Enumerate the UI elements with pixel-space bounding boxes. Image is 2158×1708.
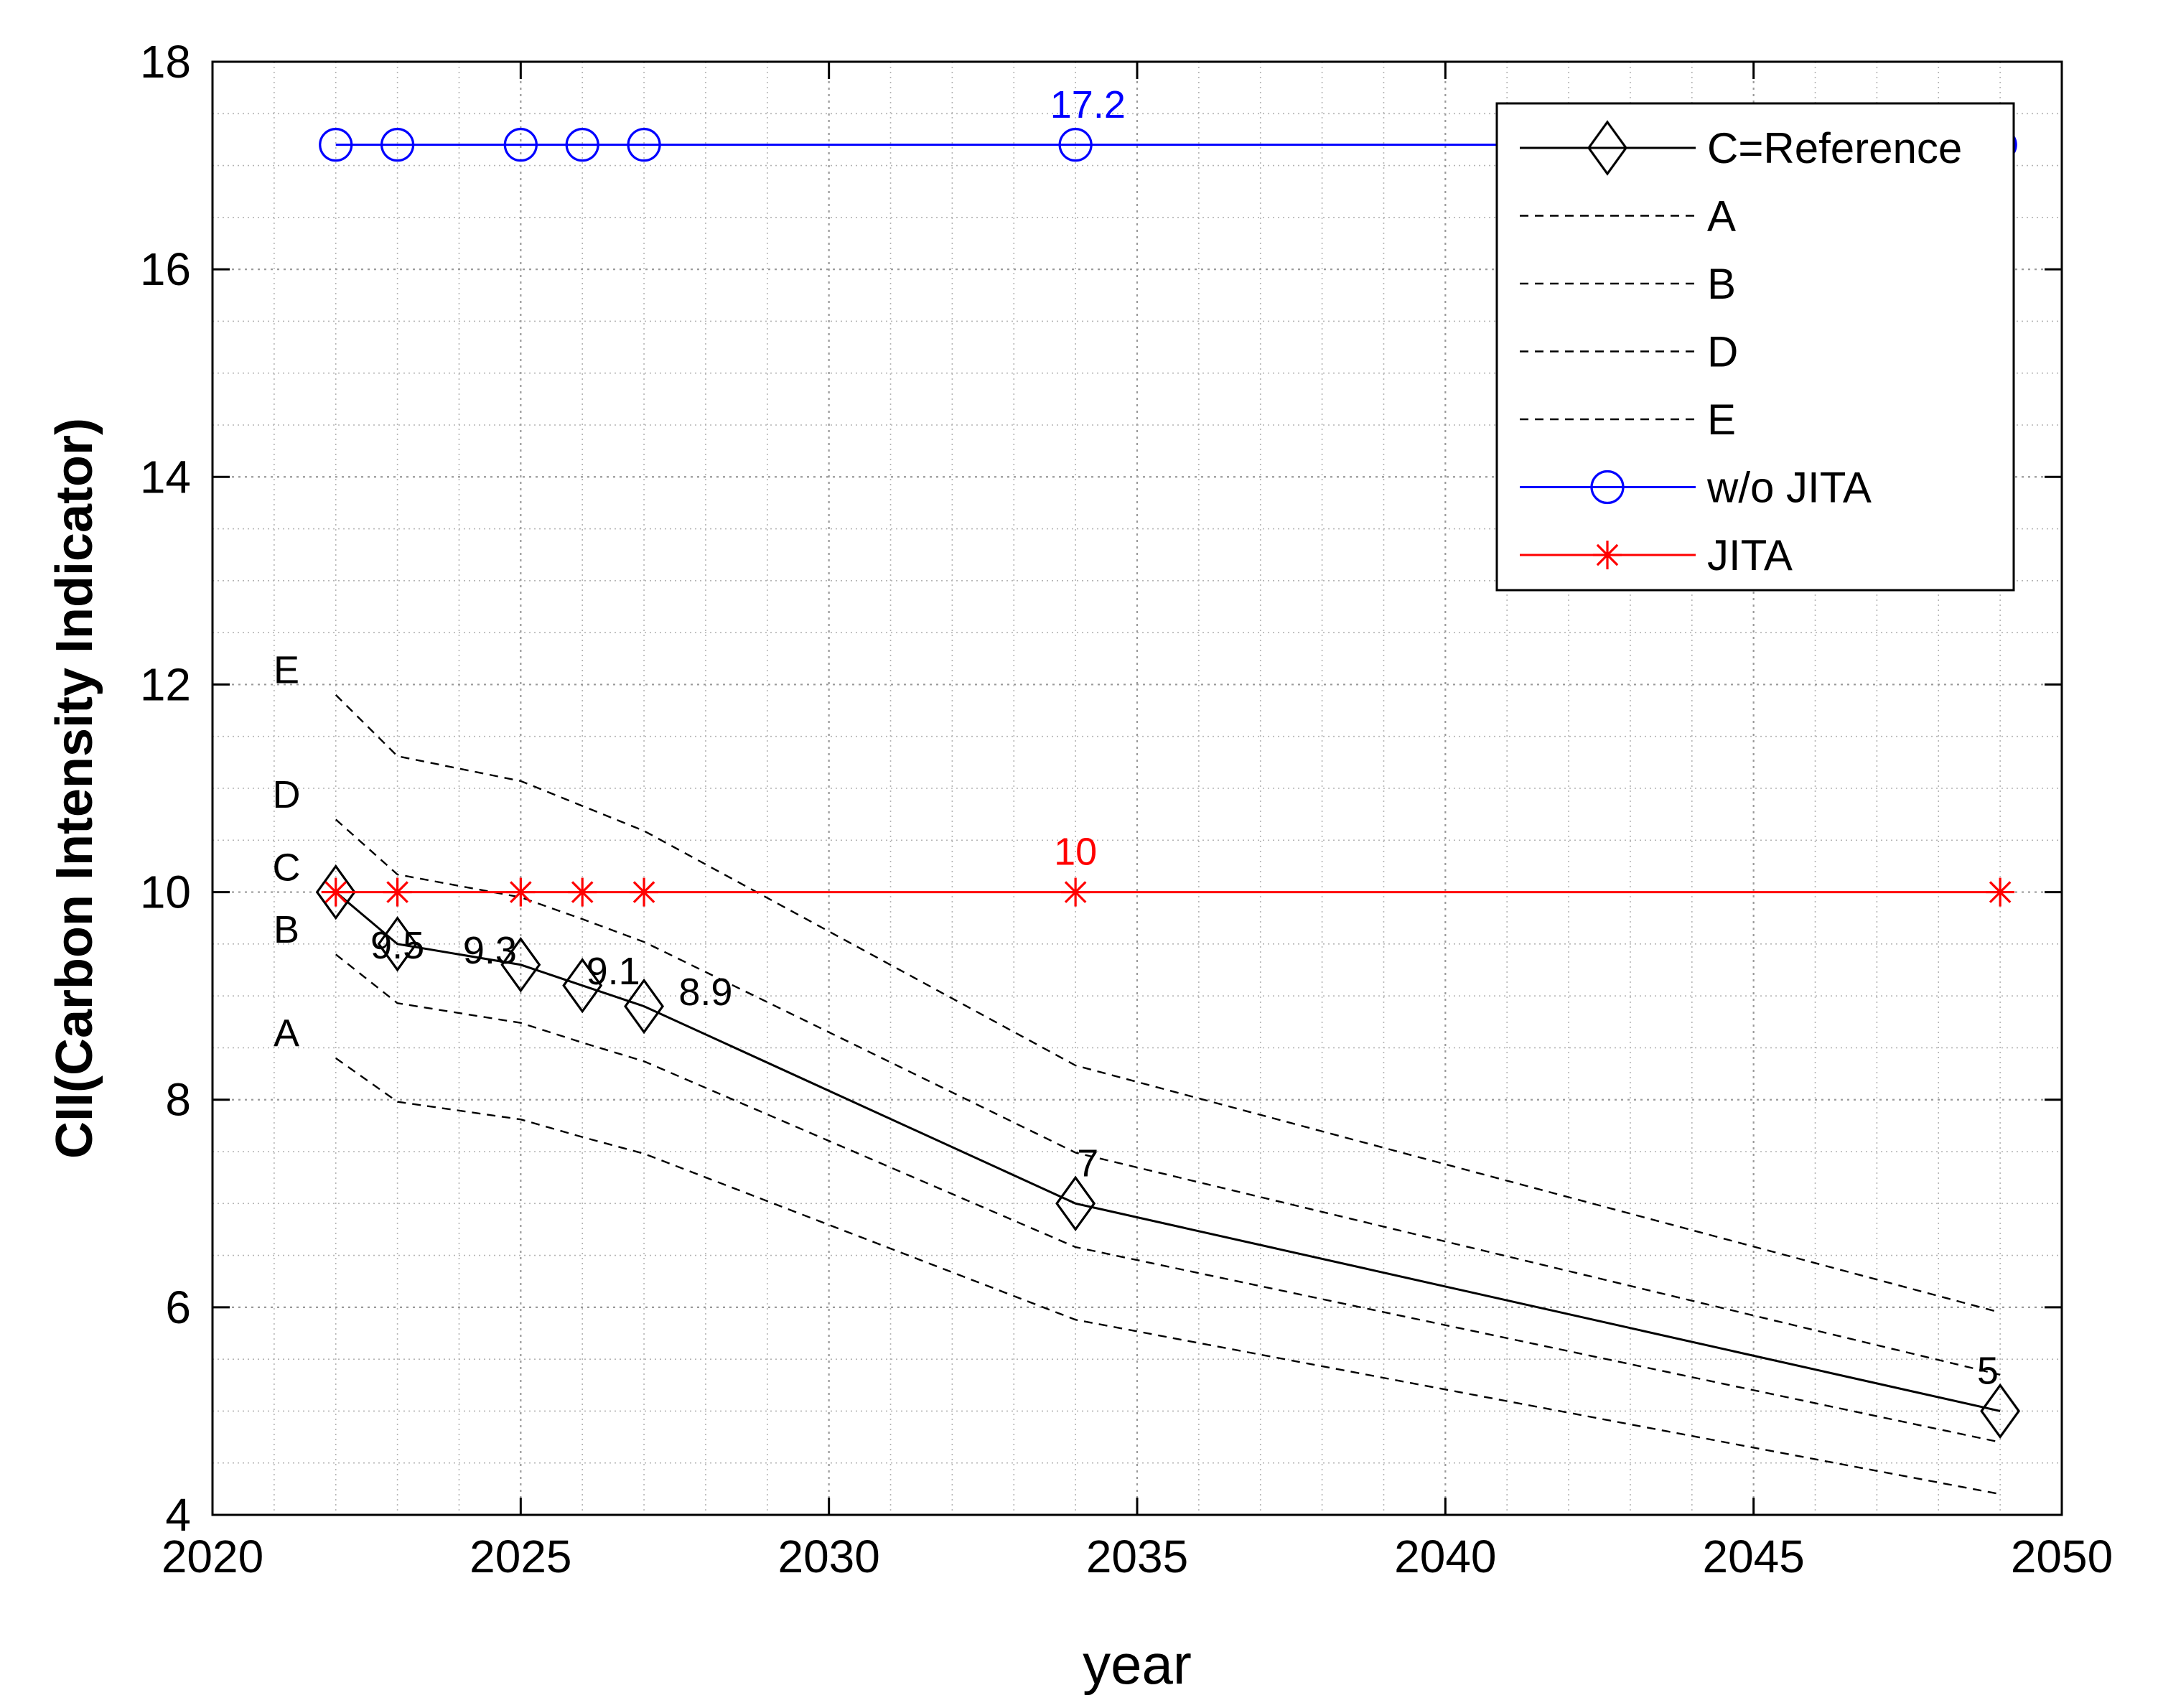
y-tick-label: 18	[140, 36, 191, 88]
data-label: 9.1	[587, 950, 640, 993]
y-tick-label: 14	[140, 451, 191, 503]
series-b	[335, 953, 2001, 1443]
series-d	[335, 818, 2001, 1376]
data-label: 7	[1077, 1142, 1098, 1185]
legend-label: C=Reference	[1707, 124, 1962, 172]
x-tick-label: 2050	[2011, 1531, 2113, 1582]
series-w-o-jita-point	[503, 128, 538, 162]
data-label: 9.3	[463, 929, 517, 972]
series-w-o-jita-point	[565, 128, 599, 162]
series-jita-point	[1061, 877, 1090, 907]
series-w-o-jita-point	[380, 128, 415, 162]
y-tick-label: 16	[140, 243, 191, 295]
x-tick-label: 2025	[470, 1531, 571, 1582]
x-tick-label: 2045	[1702, 1531, 1804, 1582]
series-c-reference-point	[1055, 1175, 1096, 1232]
legend-label: w/o JITA	[1706, 464, 1872, 512]
legend-label: E	[1707, 396, 1736, 444]
x-tick-label: 2035	[1086, 1531, 1188, 1582]
series-e-line	[335, 694, 2001, 1314]
tick-layer: 2020 2025 2030 2035 2040 2045 2050 4 6 8 10 12 14 16 1…	[140, 36, 2113, 1582]
series-jita	[321, 877, 2015, 907]
legend-label: A	[1707, 192, 1736, 241]
y-tick-label: 4	[165, 1489, 191, 1541]
series-c-reference-point	[315, 864, 356, 920]
series-jita-point	[568, 877, 597, 907]
data-label: 17.2	[1050, 83, 1126, 126]
series-jita-point	[506, 877, 536, 907]
band-label-c: C	[273, 846, 301, 889]
series-jita-point	[383, 877, 412, 907]
y-axis-title: CII(Carbon Intensity Indicator)	[46, 418, 103, 1159]
legend-label: D	[1707, 328, 1738, 376]
asterisk-stroke	[571, 881, 594, 903]
y-tick-label: 6	[165, 1282, 191, 1333]
x-tick-label: 2020	[162, 1531, 263, 1582]
series-jita-point	[321, 877, 350, 907]
x-tick-label: 2040	[1394, 1531, 1496, 1582]
y-tick-label: 10	[140, 867, 191, 918]
legend-box	[1495, 102, 2015, 592]
series-c-reference-point	[500, 937, 541, 993]
series-c-reference-line	[335, 891, 2001, 1412]
data-label: 8.9	[678, 971, 732, 1014]
legend-label: JITA	[1707, 531, 1793, 579]
y-tick-label: 8	[165, 1074, 191, 1126]
series-layer	[315, 128, 2021, 1495]
asterisk-stroke	[1596, 543, 1619, 566]
band-label-b: B	[274, 908, 299, 951]
series-c-reference-point	[624, 978, 665, 1035]
data-label: 5	[1977, 1350, 1999, 1393]
series-a	[335, 1057, 2001, 1495]
series-b-line	[335, 953, 2001, 1443]
asterisk-stroke	[386, 881, 408, 903]
legend-item-b: B	[1520, 260, 1736, 308]
asterisk-stroke	[510, 881, 532, 903]
band-label-d: D	[273, 773, 301, 816]
series-d-line	[335, 818, 2001, 1376]
series-a-line	[335, 1057, 2001, 1495]
series-w-o-jita-point	[319, 128, 353, 162]
band-label-a: A	[274, 1012, 299, 1055]
y-tick-label: 12	[140, 658, 191, 710]
legend-item-jita: JITA	[1520, 531, 1793, 579]
asterisk-stroke	[324, 881, 347, 903]
x-tick-label: 2030	[777, 1531, 879, 1582]
legend-label: B	[1707, 260, 1736, 308]
legend-item-c-reference: C=Reference	[1520, 120, 1962, 176]
series-c-reference-point	[1980, 1383, 2021, 1439]
series-w-o-jita-point	[627, 128, 661, 162]
series-jita-point	[1986, 877, 2015, 907]
series-e	[335, 694, 2001, 1314]
data-label: 10	[1054, 831, 1097, 874]
asterisk-stroke	[1989, 881, 2012, 903]
legend-swatch-marker	[1593, 541, 1622, 569]
series-c-reference-point	[562, 957, 603, 1014]
series-jita-point	[630, 877, 659, 907]
legend-item-d: D	[1520, 328, 1738, 376]
legend-item-e: E	[1520, 396, 1736, 444]
data-label: 9.5	[370, 924, 424, 967]
series-c-reference-point	[377, 916, 418, 972]
legend-item-a: A	[1520, 192, 1736, 241]
legend-item-w-o-jita: w/o JITA	[1520, 464, 1872, 512]
asterisk-stroke	[632, 881, 655, 903]
asterisk-stroke	[1064, 881, 1087, 903]
series-w-o-jita-point	[1058, 128, 1093, 162]
legend-swatch-marker	[1587, 120, 1627, 176]
band-label-e: E	[274, 649, 299, 692]
legend-swatch-marker	[1590, 470, 1625, 505]
series-c-reference	[315, 864, 2021, 1439]
x-axis-title: year	[1083, 1633, 1192, 1696]
